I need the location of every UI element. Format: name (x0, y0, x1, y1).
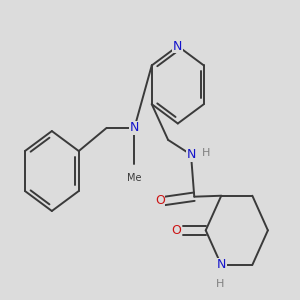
Text: H: H (215, 279, 224, 289)
Text: N: N (173, 40, 182, 52)
Text: Me: Me (127, 173, 142, 183)
Text: N: N (186, 148, 196, 161)
Text: O: O (171, 224, 181, 237)
Text: N: N (217, 258, 226, 272)
Text: H: H (202, 148, 210, 158)
Text: O: O (155, 194, 165, 207)
Text: N: N (130, 122, 139, 134)
